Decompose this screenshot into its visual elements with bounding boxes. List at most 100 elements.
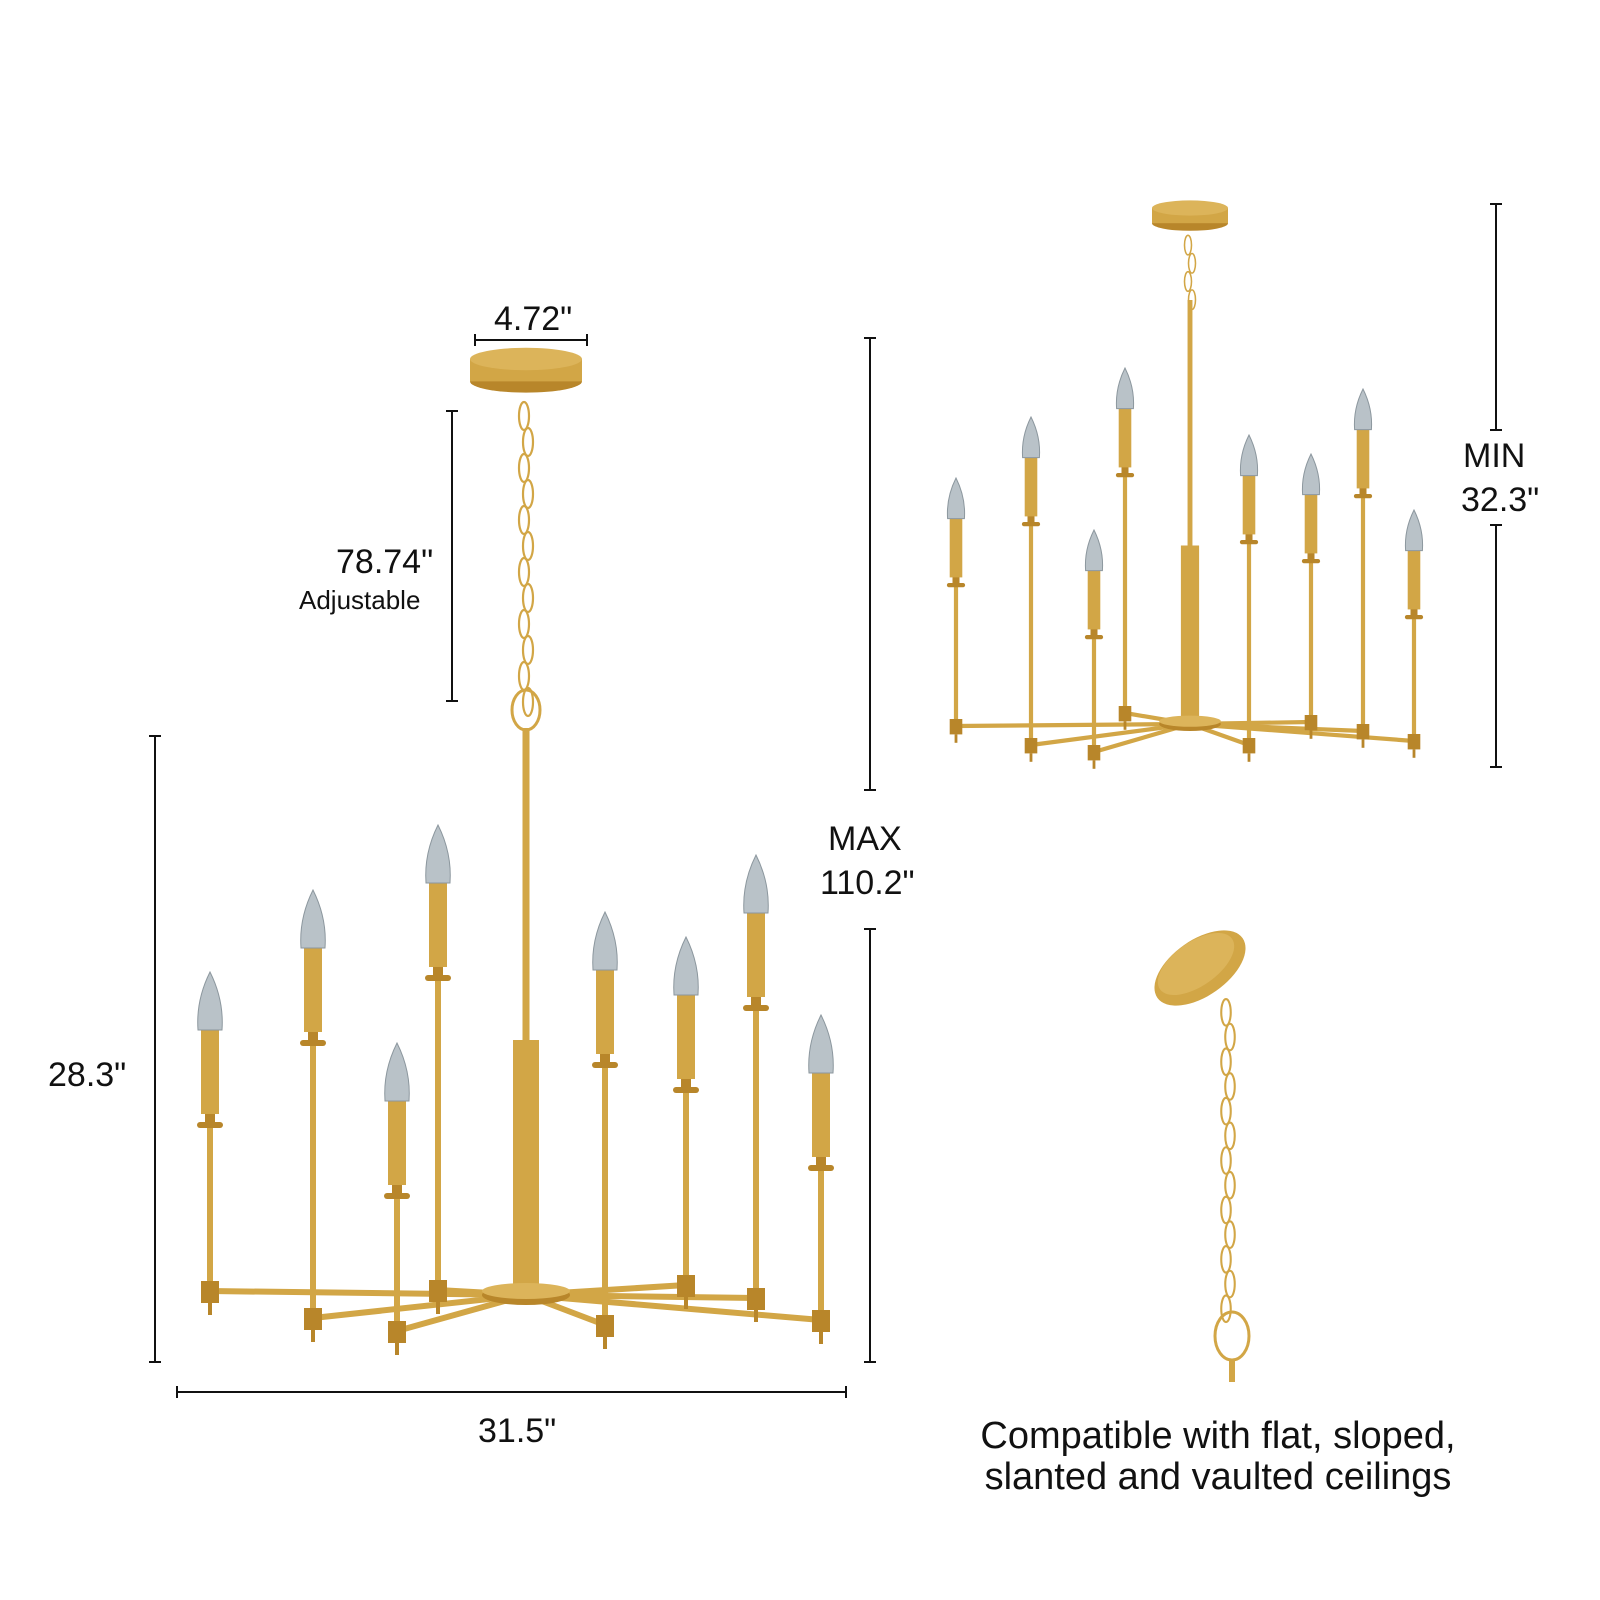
main-candle-7-cup xyxy=(747,1288,765,1310)
chain-length-label: 78.74" xyxy=(336,543,434,581)
main-candle-2-cup xyxy=(304,1308,322,1330)
main-chain-link xyxy=(521,686,535,718)
max-label: MAX xyxy=(828,820,902,858)
main-candle-1-bobeche xyxy=(197,1122,223,1128)
min-candle-6-bulb xyxy=(1301,452,1321,496)
min-candle-3-bulb xyxy=(1084,528,1104,572)
sloped-chain-link xyxy=(1220,1047,1232,1077)
min-label: MIN xyxy=(1463,437,1526,475)
main-chain-link xyxy=(521,426,535,458)
sloped-chain-link xyxy=(1220,1096,1232,1126)
min-hub-top xyxy=(1159,715,1221,727)
main-candle-5-bobeche xyxy=(592,1062,618,1068)
min-arm xyxy=(1189,721,1415,744)
main-chain-link xyxy=(517,400,531,432)
main-candle-2-collar xyxy=(308,1030,318,1042)
caption-line-1: Compatible with flat, sloped, xyxy=(980,1415,1456,1457)
main-chain-link xyxy=(517,452,531,484)
min-candle-1-collar xyxy=(952,576,960,585)
main-candle-3-bulb xyxy=(384,1041,410,1102)
main-chain-link xyxy=(517,608,531,640)
main-arm xyxy=(525,1292,822,1323)
min-candle-7-bulb xyxy=(1353,387,1373,431)
min-candle-8-cup xyxy=(1407,734,1421,750)
min-chain-link xyxy=(1187,252,1197,274)
main-center-sleeve xyxy=(513,1040,539,1290)
min-candle-6-collar xyxy=(1307,552,1315,561)
main-candle-3-sleeve xyxy=(388,1099,406,1185)
min-candle-4-bulb xyxy=(1115,366,1135,410)
main-candle-4-collar xyxy=(433,965,443,977)
min-candle-3-sleeve xyxy=(1087,569,1101,630)
main-candle-7-collar xyxy=(751,995,761,1007)
min-candle-8-sleeve xyxy=(1407,549,1421,610)
main-loop xyxy=(510,688,542,732)
main-candle-4-bobeche xyxy=(425,975,451,981)
main-candle-3-bobeche xyxy=(384,1193,410,1199)
main-chain-link xyxy=(521,582,535,614)
min-candle-1-bulb xyxy=(946,476,966,520)
min-candle-3-bobeche xyxy=(1084,635,1104,640)
main-candle-6-bobeche xyxy=(673,1087,699,1093)
main-candle-6-collar xyxy=(681,1077,691,1089)
sloped-chain-link xyxy=(1224,1220,1236,1249)
sloped-chain-link xyxy=(1224,1121,1236,1151)
min-candle-7-bobeche xyxy=(1353,494,1373,499)
canopy-width-label: 4.72" xyxy=(494,300,573,338)
sloped-loop xyxy=(1213,1310,1251,1362)
main-candle-4-sleeve xyxy=(429,881,447,967)
main-candle-8-bulb xyxy=(808,1013,834,1074)
main-candle-5-bulb xyxy=(592,910,618,971)
main-candle-2-bulb xyxy=(300,888,326,949)
min-candle-4-bobeche xyxy=(1115,473,1135,478)
ceiling-compatibility-caption: Compatible with flat, sloped, slanted an… xyxy=(918,1416,1518,1498)
main-candle-1-collar xyxy=(205,1112,215,1124)
main-candle-7-sleeve xyxy=(747,911,765,997)
body-height-label: 28.3" xyxy=(48,1056,127,1094)
main-candle-5-collar xyxy=(600,1052,610,1064)
main-candle-1-cup xyxy=(201,1281,219,1303)
sloped-chain-link xyxy=(1220,1146,1232,1175)
main-candle-6-sleeve xyxy=(677,993,695,1079)
min-arm xyxy=(955,721,1191,729)
main-candle-8-cup xyxy=(812,1310,830,1332)
main-candle-8-sleeve xyxy=(812,1071,830,1157)
main-hub-top xyxy=(482,1283,570,1299)
min-candle-3-collar xyxy=(1090,628,1098,637)
min-candle-4-cup xyxy=(1118,706,1132,722)
min-candle-2-collar xyxy=(1027,515,1035,524)
caption-line-2: slanted and vaulted ceilings xyxy=(984,1456,1452,1498)
sloped-chain-link xyxy=(1224,1022,1236,1052)
min-candle-2-sleeve xyxy=(1024,456,1038,517)
min-candle-8-collar xyxy=(1410,608,1418,617)
main-candle-6-bulb xyxy=(673,935,699,996)
min-candle-6-sleeve xyxy=(1304,493,1318,554)
main-chain-link xyxy=(521,530,535,562)
min-candle-5-collar xyxy=(1245,533,1253,542)
main-candle-8-bobeche xyxy=(808,1165,834,1171)
min-candle-5-bulb xyxy=(1239,433,1259,477)
min-candle-1-cup xyxy=(949,719,963,735)
min-candle-3-cup xyxy=(1087,745,1101,761)
main-candle-5-cup xyxy=(596,1315,614,1337)
min-candle-7-collar xyxy=(1359,487,1367,496)
width-label: 31.5" xyxy=(478,1412,557,1450)
main-candle-7-bobeche xyxy=(743,1005,769,1011)
sloped-chain-link xyxy=(1224,1269,1236,1299)
sloped-chain-link xyxy=(1220,1245,1232,1274)
min-candle-8-bulb xyxy=(1404,508,1424,552)
main-chain-link xyxy=(517,660,531,692)
min-height-label: 32.3" xyxy=(1461,481,1540,519)
sloped-chain-link xyxy=(1220,1195,1232,1225)
main-chain-link xyxy=(517,504,531,536)
main-candle-8-collar xyxy=(816,1155,826,1167)
min-candle-5-sleeve xyxy=(1242,474,1256,535)
main-candle-6-cup xyxy=(677,1275,695,1297)
min-candle-4-collar xyxy=(1121,466,1129,475)
sloped-chain-link xyxy=(1220,1294,1232,1324)
min-candle-6-bobeche xyxy=(1301,559,1321,564)
min-candle-5-bobeche xyxy=(1239,540,1259,545)
main-candle-2-bobeche xyxy=(300,1040,326,1046)
